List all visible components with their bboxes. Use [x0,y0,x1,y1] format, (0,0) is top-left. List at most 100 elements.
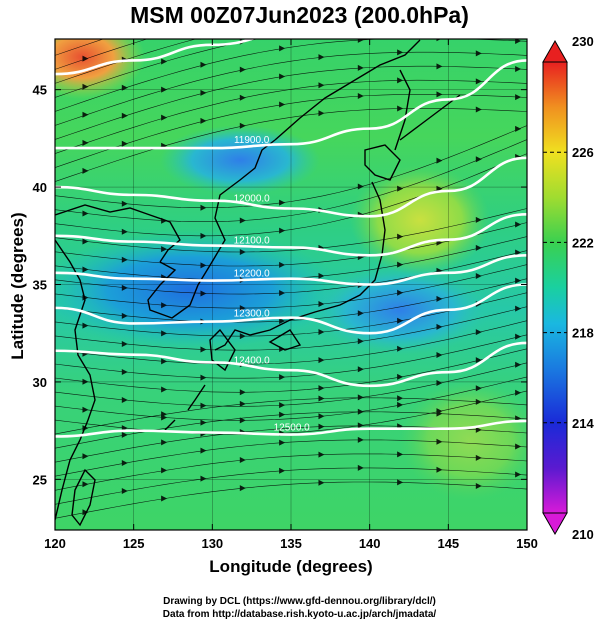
x-tick-label: 125 [123,536,145,551]
streamline-arrow [397,451,404,458]
streamline-arrow [279,227,286,234]
streamline-arrow [279,402,286,409]
streamline [55,51,527,126]
streamline-arrow [475,50,482,57]
streamline-arrow [318,451,325,458]
streamline-arrow [279,289,286,296]
coastline-taiwan [71,468,96,527]
credit-line-1: Drawing by DCL (https://www.gfd-dennou.o… [163,596,436,607]
warm-region-northwest [55,39,145,99]
streamline-arrow [357,394,364,401]
streamline-arrow [239,305,246,312]
streamline [55,439,527,477]
streamline-arrow [318,272,325,279]
streamline-arrow [397,261,404,268]
streamline-arrow [475,482,482,489]
streamline-arrow [239,217,246,224]
streamline-arrow [161,30,167,36]
streamline [55,222,527,267]
colorbar-label: 230 [572,34,594,49]
streamline-arrow [279,439,286,446]
streamline [55,334,527,379]
streamline [55,153,527,237]
streamline-arrow [279,199,286,206]
streamline-arrow [436,408,443,415]
streamline-arrow [279,411,286,418]
contour-line [55,341,527,388]
streamline [55,139,527,222]
streamline-arrow [397,21,403,27]
streamline-arrow [122,29,128,35]
streamline-arrow [200,475,207,482]
streamline-arrow [515,39,522,44]
streamline-arrow [475,106,482,113]
streamline-arrow [515,10,521,16]
streamline-arrow [161,439,168,446]
streamline-arrow [357,366,364,373]
streamline-arrow [200,6,206,12]
streamline-arrow [357,64,364,71]
contour-line [55,156,527,218]
streamline-arrow [200,61,207,68]
streamline-arrow [436,466,443,473]
streamline-arrow [397,77,404,84]
contour-line [55,213,527,257]
y-tick-label: 45 [33,83,47,98]
x-tick-label: 130 [201,536,223,551]
streamline-arrow [161,414,168,421]
streamline-arrow [161,330,168,337]
streamline-arrow [357,92,364,99]
streamline-arrow [82,509,89,516]
streamline-arrow [82,55,89,62]
streamline-arrow [279,346,286,353]
streamline [55,481,527,519]
streamline-arrow [475,244,482,251]
streamline-arrow [239,94,246,101]
streamline-arrow [161,246,168,253]
streamline-arrow [436,157,443,164]
streamline-arrow [515,249,522,256]
streamline-arrow [397,401,404,408]
coastline-shikoku-kyushu [209,328,302,372]
x-tick-label: 120 [44,536,66,551]
streamline-arrow [279,261,286,268]
contour-line [55,39,257,76]
contour-label: 12200.0 [234,269,271,280]
streamline-arrow [121,488,128,495]
plot-area: 11900.0 11900.0 12000.0 12100.0 12200.0 12300… [55,6,527,530]
streamline-arrow [121,368,128,375]
streamline-arrow [82,481,89,488]
streamline-arrow [397,49,404,56]
streamline-arrow [475,454,482,461]
streamline-arrow [200,204,207,211]
streamline-arrow [357,408,364,415]
streamline-arrow [279,317,286,324]
colorbar: 210 214 218 222 226 230 [542,34,594,542]
streamline-arrow [161,358,168,365]
coastline-sakhalin [394,69,411,151]
coastline-russia-east [274,39,421,141]
streamline-arrow [200,419,207,426]
streamline-arrow [436,351,443,358]
streamline-arrow [357,310,364,317]
contour-label: 12300.0 [234,309,271,320]
cold-region-east [310,265,490,355]
wind-streamlines [55,6,527,519]
streamline-arrow [200,89,207,96]
x-axis-ticks: 120 125 130 135 140 145 150 [44,39,538,551]
streamline-arrow [397,395,404,402]
streamline-arrow [397,479,404,486]
coastline-china-east [55,239,96,521]
streamline-arrow [161,467,168,474]
streamline-arrow [82,139,89,146]
streamline [55,39,527,112]
streamline-arrow [475,78,482,85]
streamline [55,108,527,182]
streamline-arrow [475,216,482,223]
streamline-arrow [318,329,325,336]
streamline-arrow [515,94,522,101]
streamline-arrow [318,385,325,392]
streamline-arrow [515,277,522,284]
streamline-arrow [436,7,442,13]
